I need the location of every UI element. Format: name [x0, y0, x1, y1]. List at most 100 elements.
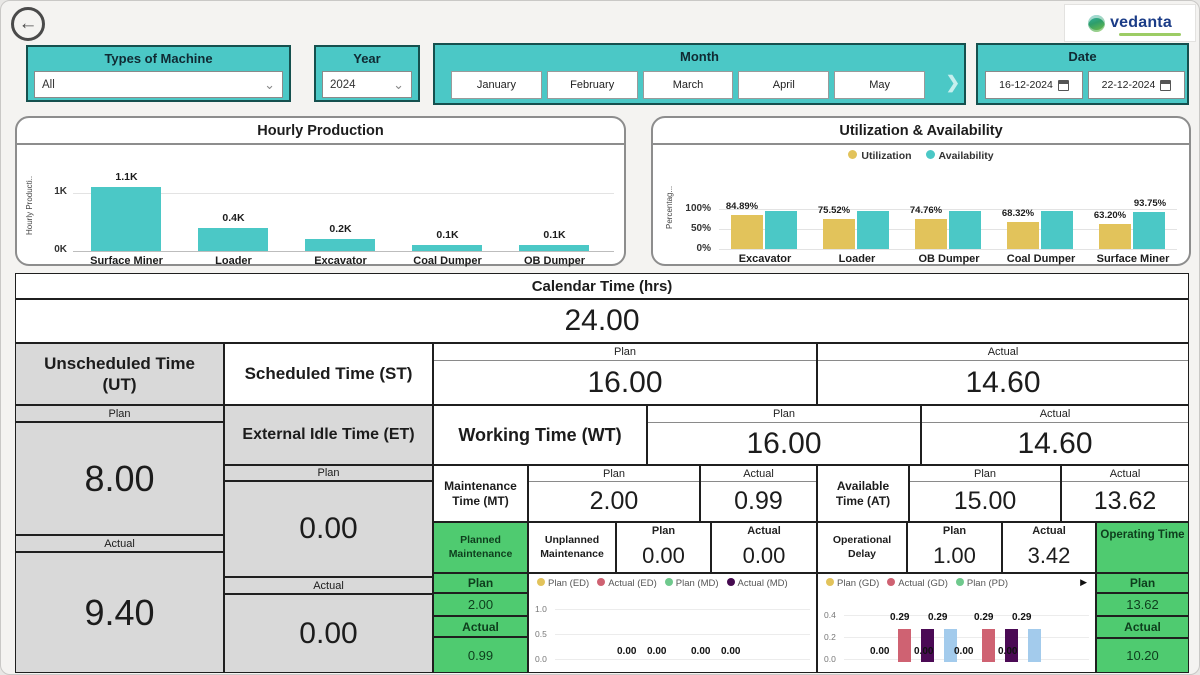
month-slicer: Month January February March April May ❯ [433, 43, 966, 105]
unscheduled-actual-header: Actual [15, 535, 224, 552]
year-dropdown[interactable]: 2024 ⌄ [322, 71, 412, 98]
date-to-field[interactable]: 22-12-2024 [1088, 71, 1185, 99]
back-button[interactable]: ← [11, 7, 45, 41]
category-label: Loader [215, 255, 252, 267]
availability-bar-loader[interactable] [857, 210, 889, 249]
types-of-machine-dropdown[interactable]: All ⌄ [34, 71, 283, 98]
chart-legend: Plan (GD) Actual (GD) Plan (PD) [826, 578, 1008, 589]
legend-item[interactable]: Plan (MD) [664, 578, 719, 589]
utilization-bar-coal-dumper[interactable] [1007, 221, 1039, 249]
unplanned-maintenance-actual-cell: Actual 0.00 [711, 522, 817, 573]
utilization-bar-ob-dumper[interactable] [915, 219, 947, 249]
y-tick: 0% [696, 243, 711, 254]
zero-value-label: 0.00 [914, 646, 934, 657]
y-tick: 50% [690, 223, 711, 234]
gd-pd-mini-chart: Plan (GD) Actual (GD) Plan (PD) ▶ 0.4 0.2 0.0 0… [817, 573, 1096, 673]
available-time-label: Available Time (AT) [817, 465, 909, 522]
legend-item[interactable]: Plan (PD) [955, 578, 1008, 589]
unplanned-maintenance-label: Unplanned Maintenance [528, 522, 616, 573]
bar-ob-dumper[interactable] [519, 245, 589, 251]
operational-delay-actual-cell: Actual 3.42 [1002, 522, 1096, 573]
category-label: OB Dumper [523, 255, 586, 267]
scheduled-time-actual-value: 14.60 [965, 365, 1041, 399]
y-tick: 0.5 [535, 629, 547, 639]
availability-bar-ob-dumper[interactable] [949, 210, 981, 249]
legend-item[interactable]: Actual (ED) [597, 578, 657, 589]
month-button-january[interactable]: January [451, 71, 542, 99]
hourly-production-title: Hourly Production [17, 118, 624, 145]
calendar-icon [1057, 79, 1069, 91]
date-from-value: 16-12-2024 [999, 79, 1053, 91]
planned-maintenance-actual-value: 0.99 [433, 637, 528, 673]
utilization-value-label: 75.52% [817, 204, 851, 216]
plan-header: Plan [942, 525, 967, 537]
bar-excavator[interactable] [305, 239, 375, 251]
unscheduled-plan-header: Plan [15, 405, 224, 422]
bar-value-label: 0.29 [890, 612, 910, 623]
legend-item[interactable]: Actual (GD) [887, 578, 948, 589]
zero-value-label: 0.00 [647, 646, 667, 657]
planned-maintenance-plan-header: Plan [433, 573, 528, 593]
plan-header: Plan [651, 525, 676, 537]
utilization-bar-loader[interactable] [823, 218, 855, 249]
availability-bar-surface-miner[interactable] [1133, 211, 1165, 249]
legend-item[interactable]: Actual (MD) [726, 578, 788, 589]
chevron-right-icon[interactable]: ❯ [945, 73, 960, 92]
legend-dot-icon [537, 578, 545, 586]
mini-bar[interactable] [1005, 628, 1018, 662]
legend-item[interactable]: Plan (GD) [826, 578, 879, 589]
operational-delay-actual-value: 3.42 [1027, 542, 1071, 568]
legend-item[interactable]: Utilization [848, 150, 912, 162]
month-button-april[interactable]: April [738, 71, 830, 99]
mini-bar[interactable] [898, 628, 911, 662]
month-button-march[interactable]: March [642, 71, 734, 99]
utilization-bar-excavator[interactable] [731, 215, 763, 249]
category-label: OB Dumper [918, 253, 980, 265]
external-idle-time-label: External Idle Time (ET) [224, 405, 433, 465]
types-of-machine-slicer: Types of Machine All ⌄ [26, 45, 291, 102]
hourly-production-chart: Hourly Producti.. 1K 0K 1.1K Surface Miner 0.… [17, 147, 624, 267]
mini-bar[interactable] [982, 628, 995, 662]
gridline [555, 609, 810, 610]
operating-time-actual-value: 10.20 [1096, 638, 1189, 673]
bar-coal-dumper[interactable] [412, 245, 482, 251]
logo-tagline [1119, 33, 1181, 36]
utilization-bar-surface-miner[interactable] [1099, 223, 1131, 249]
scheduled-time-plan-cell: Plan 16.00 [433, 343, 817, 405]
scheduled-time-plan-value: 16.00 [587, 365, 663, 399]
legend-more-icon[interactable]: ▶ [1080, 577, 1087, 587]
year-value: 2024 [330, 78, 356, 91]
bar-value-label: 0.4K [222, 211, 245, 224]
external-idle-plan-value: 0.00 [224, 481, 433, 577]
legend-dot-icon [597, 578, 606, 586]
date-from-field[interactable]: 16-12-2024 [985, 71, 1083, 99]
bar-value-label: 0.29 [1012, 612, 1032, 623]
legend-item[interactable]: Availability [925, 150, 994, 162]
calendar-time-header: Calendar Time (hrs) [15, 273, 1189, 299]
legend-dot-icon [887, 578, 896, 586]
date-label: Date [1068, 49, 1097, 64]
availability-bar-coal-dumper[interactable] [1041, 210, 1073, 249]
actual-header: Actual [818, 344, 1188, 361]
availability-bar-excavator[interactable] [765, 210, 797, 249]
ed-md-mini-chart: Plan (ED) Actual (ED) Plan (MD) Actual (MD)… [528, 573, 817, 673]
zero-value-label: 0.00 [617, 646, 637, 657]
month-button-february[interactable]: February [546, 71, 638, 99]
unscheduled-time-label: Unscheduled Time (UT) [15, 343, 224, 405]
legend-item[interactable]: Plan (ED) [537, 578, 589, 589]
bar-surface-miner[interactable] [91, 187, 161, 251]
mini-bar[interactable] [921, 628, 934, 662]
actual-header: Actual [747, 525, 781, 537]
back-arrow-icon: ← [18, 13, 38, 34]
gridline [844, 659, 1089, 660]
bar-value-label: 0.2K [329, 223, 352, 236]
month-button-may[interactable]: May [834, 71, 925, 99]
maintenance-time-actual-cell: Actual 0.99 [700, 465, 817, 522]
x-axis-line [73, 251, 614, 252]
mini-bar[interactable] [1028, 628, 1041, 662]
mini-bar[interactable] [944, 628, 957, 662]
zero-value-label: 0.00 [870, 646, 890, 657]
category-label: Loader [838, 253, 876, 265]
bar-loader[interactable] [198, 227, 268, 251]
